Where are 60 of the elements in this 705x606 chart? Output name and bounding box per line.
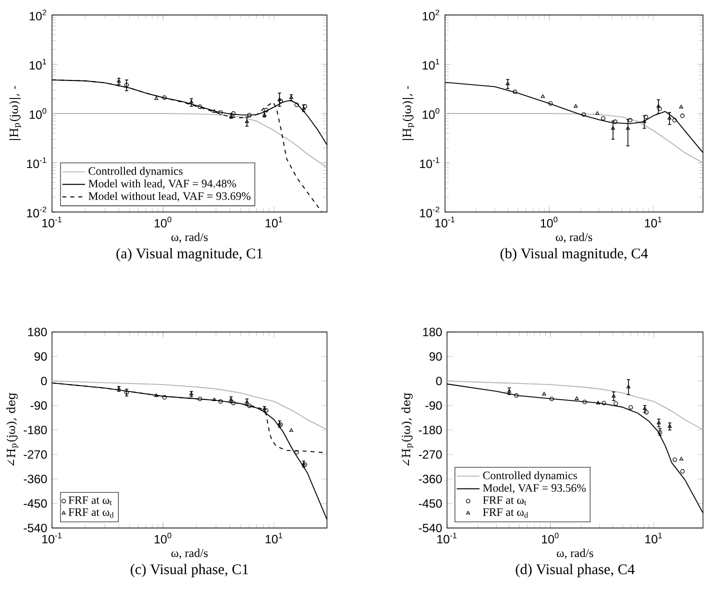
y-tick-label: 10$^{-1}$ <box>27 157 46 168</box>
y-tick-label: -540 <box>24 524 47 532</box>
x-tick-label: 10$^{0}$ <box>154 532 172 544</box>
y-tick-label: -360 <box>24 474 47 484</box>
y-tick-label: 0 <box>41 376 47 386</box>
y-tick-label: -450 <box>24 499 47 508</box>
text: (c) Visual phase, C1 <box>130 564 248 578</box>
legend-label: FRF at ω$_{d}$ <box>482 508 528 518</box>
legend-label: Controlled dynamics <box>88 166 183 178</box>
y-tick-label: 10$^{-2}$ <box>420 206 440 218</box>
y-axis-title: |H$_{p}$(jω)|, - <box>402 86 414 140</box>
y-tick-label: 10$^{2}$ <box>422 10 440 20</box>
text: (b) Visual magnitude, C4 <box>500 248 648 262</box>
y-tick-label: -90 <box>30 401 47 410</box>
x-tick-label: 10$^{1}$ <box>266 216 282 228</box>
y-tick-label: 10$^{0}$ <box>30 108 46 119</box>
legend-label: FRF at ω$_{d}$ <box>68 508 114 518</box>
legend-label: Model without lead, VAF = 93.69% <box>88 192 250 202</box>
x-tick-label: 10$^{0}$ <box>542 532 559 544</box>
y-tick-label: 10$^{-1}$ <box>420 157 440 168</box>
legend-label: FRF at ω$_{t}$ <box>482 496 526 506</box>
y-tick-label: 10$^{1}$ <box>30 58 46 70</box>
x-tick-label: 10$^{-1}$ <box>437 532 457 544</box>
y-tick-label: 10$^{1}$ <box>422 58 440 70</box>
x-tick-label: 10$^{1}$ <box>266 532 282 544</box>
text: (a) Visual magnitude, C1 <box>116 248 262 262</box>
y-tick-label: -360 <box>418 474 442 484</box>
y-tick-label: 180 <box>423 328 442 336</box>
y-tick-label: -450 <box>418 499 442 508</box>
x-tick-label: 10$^{1}$ <box>645 532 662 544</box>
y-tick-label: 10$^{-2}$ <box>27 206 46 218</box>
x-tick-label: 10$^{1}$ <box>645 216 662 228</box>
y-tick-label: 90 <box>34 352 47 361</box>
x-axis-title: ω, rad/s <box>171 232 208 243</box>
y-tick-label: 10$^{0}$ <box>422 108 440 119</box>
y-axis-title: ∠H$_{p}$(jω), deg <box>402 392 414 466</box>
y-tick-label: -180 <box>418 426 442 434</box>
x-axis-title: ω, rad/s <box>556 232 592 243</box>
legend-label: Controlled dynamics <box>483 471 577 482</box>
x-tick-label: 10$^{0}$ <box>154 216 172 228</box>
y-tick-label: 10$^{2}$ <box>30 10 46 20</box>
legend-label: Model with lead, VAF = 94.48% <box>88 179 236 190</box>
y-tick-label: -180 <box>24 426 47 434</box>
x-tick-label: 10$^{-1}$ <box>42 532 62 544</box>
y-tick-label: -90 <box>425 401 442 410</box>
y-axis-title: |H$_{p}$(jω)|, - <box>9 86 22 140</box>
y-tick-label: -270 <box>24 450 47 459</box>
y-tick-label: 180 <box>28 328 47 336</box>
y-tick-label: -270 <box>418 450 442 459</box>
y-axis-title: ∠H$_{p}$(jω), deg <box>6 392 18 466</box>
x-axis-title: ω, rad/s <box>556 548 594 559</box>
legend-label: FRF at ω$_{t}$ <box>68 496 112 506</box>
y-tick-label: -540 <box>418 524 442 532</box>
y-tick-label: 90 <box>430 352 442 361</box>
y-tick-label: 0 <box>436 376 442 386</box>
legend-label: Model, VAF = 93.56% <box>482 484 586 494</box>
x-tick-label: 10$^{-1}$ <box>42 216 62 228</box>
x-tick-label: 10$^{0}$ <box>540 216 558 228</box>
text: (d) Visual phase, C4 <box>516 564 635 578</box>
x-axis-title: ω, rad/s <box>171 548 208 559</box>
